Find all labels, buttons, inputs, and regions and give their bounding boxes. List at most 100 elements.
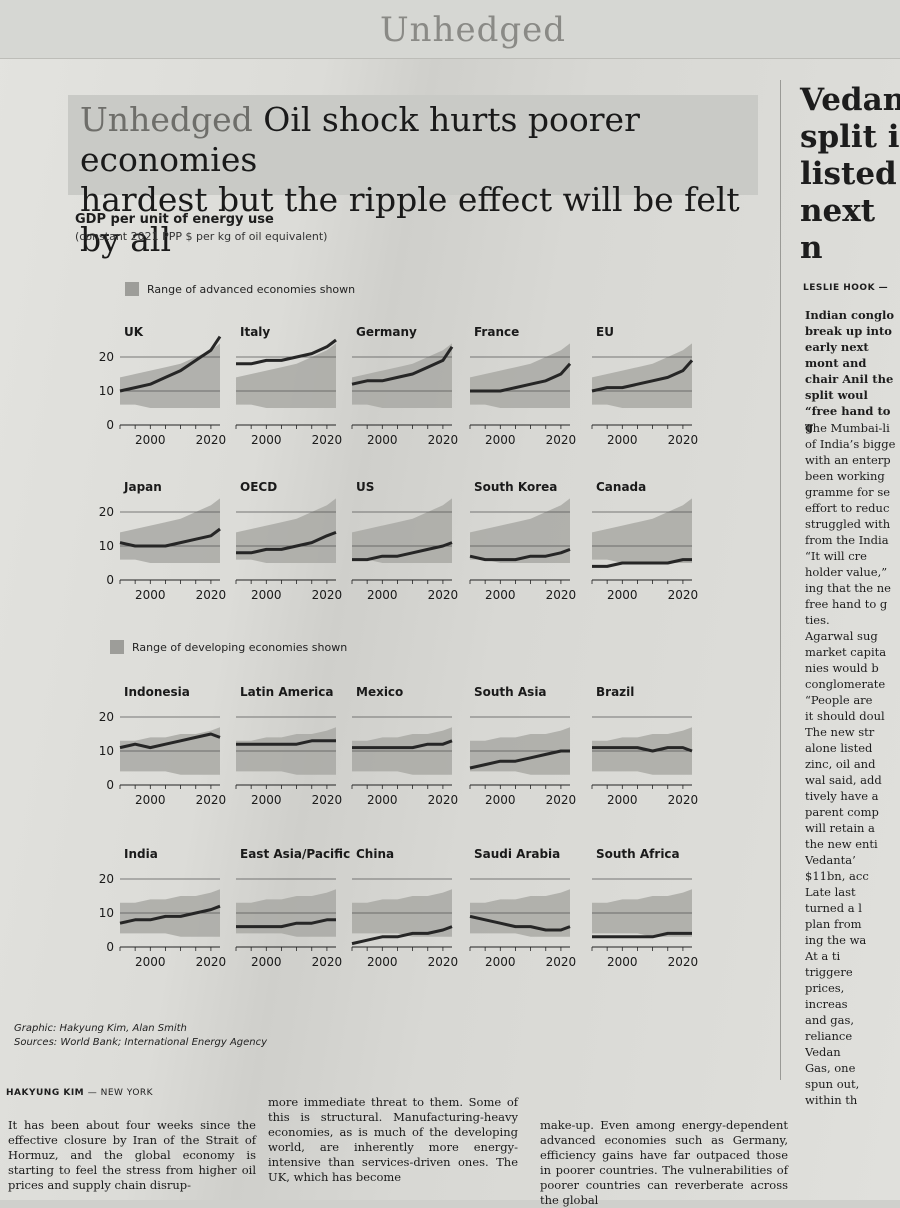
- sidebar-body-line: the new enti: [805, 837, 878, 851]
- x-tick-label: 2020: [546, 793, 577, 807]
- sidebar-body-line: conglomerate: [805, 677, 886, 691]
- headline-line1: Oil shock hurts poorer economies: [80, 100, 640, 179]
- x-tick-label: 2020: [668, 433, 699, 447]
- x-tick-label: 2020: [546, 588, 577, 602]
- panel-title: US: [356, 480, 374, 494]
- sidebar-body-line: turned a l: [805, 901, 862, 915]
- series-line-east-asia-pacific: [236, 918, 336, 929]
- panel-title: India: [124, 847, 158, 861]
- x-tick-label: 2020: [668, 588, 699, 602]
- panel-title: South Africa: [596, 847, 680, 861]
- sidebar-body-line: parent comp: [805, 805, 879, 819]
- panel-title: France: [474, 325, 519, 339]
- y-tick-label: 0: [106, 778, 114, 792]
- series-line-brazil: [592, 746, 693, 753]
- y-tick-label: 10: [99, 906, 114, 920]
- sidebar-byline: LESLIE HOOK —: [803, 283, 889, 293]
- x-tick-label: 2020: [428, 433, 459, 447]
- x-tick-label: 2020: [546, 955, 577, 969]
- series-line-china: [351, 925, 453, 946]
- x-tick-label: 2000: [251, 433, 282, 447]
- sidebar-headline-line: next n: [800, 193, 876, 266]
- panel-title: EU: [596, 325, 614, 339]
- x-tick-label: 2000: [485, 588, 516, 602]
- x-tick-label: 2000: [135, 588, 166, 602]
- panel-title: Indonesia: [124, 685, 190, 699]
- sidebar-headline-line: listed: [800, 156, 897, 192]
- series-line-india: [119, 904, 221, 925]
- chart-title: GDP per unit of energy use: [75, 212, 274, 227]
- sidebar-body-line: nies would b: [805, 661, 879, 675]
- sidebar-body-line: from the India: [805, 533, 889, 547]
- sidebar-body-line: “People are: [805, 693, 873, 707]
- chart-subtitle: (constant 2021 PPP $ per kg of oil equiv…: [75, 230, 328, 243]
- x-tick-label: 2020: [312, 955, 343, 969]
- y-tick-label: 20: [99, 350, 114, 364]
- sidebar-body-line: reliance: [805, 1029, 853, 1043]
- x-tick-label: 2020: [312, 793, 343, 807]
- headline-kicker: Unhedged: [80, 100, 253, 139]
- x-tick-label: 2000: [251, 955, 282, 969]
- article-column-3: make-up. Even among energy-dependent adv…: [540, 1118, 788, 1207]
- sidebar-body-line: Late last: [805, 885, 856, 899]
- series-line-italy: [236, 338, 337, 366]
- sidebar-body-line: market capita: [805, 645, 887, 659]
- legend-developing-label: Range of developing economies shown: [132, 640, 348, 654]
- column-rule: [780, 80, 781, 1080]
- y-tick-label: 20: [99, 505, 114, 519]
- panel-title: East Asia/Pacific: [240, 847, 350, 861]
- byline-place: — NEW YORK: [87, 1088, 154, 1098]
- panel-title: Germany: [356, 325, 417, 339]
- x-tick-label: 2020: [196, 588, 227, 602]
- x-tick-label: 2000: [251, 793, 282, 807]
- series-line-south-asia: [469, 749, 570, 770]
- panel-title: OECD: [240, 480, 277, 494]
- x-tick-label: 2020: [428, 793, 459, 807]
- series-line-saudi-arabia: [469, 914, 571, 932]
- x-tick-label: 2020: [312, 433, 343, 447]
- legend-swatch: [125, 282, 139, 296]
- sidebar-body-line: The Mumbai-li: [805, 421, 890, 435]
- range-band-us: [352, 498, 452, 563]
- panel-title: Latin America: [240, 685, 334, 699]
- sidebar-body-line: increas: [805, 997, 848, 1011]
- sidebar-body-line: prices,: [805, 981, 845, 995]
- sidebar-body-line: Agarwal sug: [805, 629, 878, 643]
- y-tick-label: 20: [99, 710, 114, 724]
- sidebar-body-line: “It will cre: [805, 549, 867, 563]
- sidebar-body-line: will retain a: [805, 821, 875, 835]
- sidebar-body-line: ing that the ne: [805, 581, 891, 595]
- x-tick-label: 2020: [196, 955, 227, 969]
- x-tick-label: 2020: [196, 433, 227, 447]
- x-tick-label: 2000: [607, 433, 638, 447]
- x-tick-label: 2020: [428, 588, 459, 602]
- x-tick-label: 2000: [607, 588, 638, 602]
- y-tick-label: 10: [99, 744, 114, 758]
- article-column-1: It has been about four weeks since the e…: [8, 1118, 256, 1192]
- x-tick-label: 2000: [485, 793, 516, 807]
- article-byline: HAKYUNG KIM — NEW YORK: [6, 1088, 153, 1098]
- range-band-eu: [592, 343, 692, 408]
- series-line-indonesia: [119, 732, 221, 750]
- chart-credits: Graphic: Hakyung Kim, Alan Smith Sources…: [14, 1022, 267, 1050]
- y-tick-label: 10: [99, 384, 114, 398]
- x-tick-label: 2000: [135, 955, 166, 969]
- sidebar-body-line: it should doul: [805, 709, 885, 723]
- sidebar-headline-line: split i: [800, 119, 900, 155]
- sidebar-body-line: spun out,: [805, 1077, 860, 1091]
- x-tick-label: 2000: [135, 433, 166, 447]
- x-tick-label: 2020: [312, 588, 343, 602]
- legend-swatch: [110, 640, 124, 654]
- panel-title: Italy: [240, 325, 270, 339]
- series-line-us: [352, 541, 453, 562]
- byline-name: HAKYUNG KIM: [6, 1088, 85, 1098]
- legend-advanced: Range of advanced economies shown: [125, 282, 355, 296]
- x-tick-label: 2000: [485, 955, 516, 969]
- sidebar-body-line: been working: [805, 469, 885, 483]
- article-column-2: more immediate threat to them. Some of t…: [268, 1095, 518, 1184]
- range-band-canada: [592, 498, 692, 563]
- headline-box: [68, 95, 758, 195]
- x-tick-label: 2000: [607, 955, 638, 969]
